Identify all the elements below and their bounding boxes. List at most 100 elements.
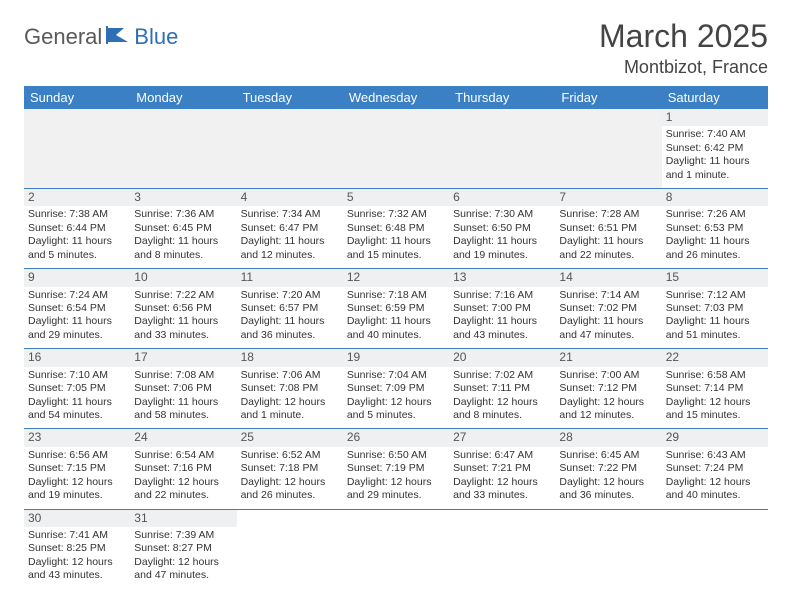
daylight-text: Daylight: 12 hours and 22 minutes. <box>134 476 232 503</box>
calendar-day-cell <box>237 509 343 589</box>
daylight-text: Daylight: 11 hours and 15 minutes. <box>347 235 445 262</box>
day-number: 15 <box>662 269 768 286</box>
weekday-header: Wednesday <box>343 86 449 109</box>
calendar-day-cell <box>555 109 661 189</box>
sunset-text: Sunset: 7:16 PM <box>134 462 232 475</box>
sunrise-text: Sunrise: 6:52 AM <box>241 449 339 462</box>
sunrise-text: Sunrise: 6:50 AM <box>347 449 445 462</box>
daylight-text: Daylight: 12 hours and 12 minutes. <box>559 396 657 423</box>
month-title: March 2025 <box>599 18 768 55</box>
calendar-day-cell: 30Sunrise: 7:41 AMSunset: 8:25 PMDayligh… <box>24 509 130 589</box>
calendar-day-cell: 26Sunrise: 6:50 AMSunset: 7:19 PMDayligh… <box>343 429 449 509</box>
logo: General Blue <box>24 24 178 50</box>
sunset-text: Sunset: 6:48 PM <box>347 222 445 235</box>
sunrise-text: Sunrise: 7:12 AM <box>666 289 764 302</box>
sunrise-text: Sunrise: 6:58 AM <box>666 369 764 382</box>
day-number: 7 <box>555 189 661 206</box>
sunrise-text: Sunrise: 7:22 AM <box>134 289 232 302</box>
calendar-day-cell: 31Sunrise: 7:39 AMSunset: 8:27 PMDayligh… <box>130 509 236 589</box>
calendar-day-cell <box>343 509 449 589</box>
daylight-text: Daylight: 11 hours and 36 minutes. <box>241 315 339 342</box>
sunrise-text: Sunrise: 6:43 AM <box>666 449 764 462</box>
calendar-day-cell <box>555 509 661 589</box>
daylight-text: Daylight: 11 hours and 22 minutes. <box>559 235 657 262</box>
day-number: 17 <box>130 349 236 366</box>
daylight-text: Daylight: 11 hours and 29 minutes. <box>28 315 126 342</box>
daylight-text: Daylight: 11 hours and 47 minutes. <box>559 315 657 342</box>
weekday-header-row: Sunday Monday Tuesday Wednesday Thursday… <box>24 86 768 109</box>
daylight-text: Daylight: 11 hours and 8 minutes. <box>134 235 232 262</box>
day-number: 27 <box>449 429 555 446</box>
sunrise-text: Sunrise: 7:02 AM <box>453 369 551 382</box>
daylight-text: Daylight: 11 hours and 26 minutes. <box>666 235 764 262</box>
calendar-day-cell: 8Sunrise: 7:26 AMSunset: 6:53 PMDaylight… <box>662 189 768 269</box>
sunrise-text: Sunrise: 7:08 AM <box>134 369 232 382</box>
day-number: 12 <box>343 269 449 286</box>
daylight-text: Daylight: 11 hours and 51 minutes. <box>666 315 764 342</box>
calendar-day-cell: 22Sunrise: 6:58 AMSunset: 7:14 PMDayligh… <box>662 349 768 429</box>
sunset-text: Sunset: 6:51 PM <box>559 222 657 235</box>
sunrise-text: Sunrise: 7:04 AM <box>347 369 445 382</box>
daylight-text: Daylight: 12 hours and 5 minutes. <box>347 396 445 423</box>
calendar-day-cell: 17Sunrise: 7:08 AMSunset: 7:06 PMDayligh… <box>130 349 236 429</box>
calendar-day-cell: 9Sunrise: 7:24 AMSunset: 6:54 PMDaylight… <box>24 269 130 349</box>
sunset-text: Sunset: 6:53 PM <box>666 222 764 235</box>
sunset-text: Sunset: 6:47 PM <box>241 222 339 235</box>
calendar-day-cell: 19Sunrise: 7:04 AMSunset: 7:09 PMDayligh… <box>343 349 449 429</box>
sunrise-text: Sunrise: 7:40 AM <box>666 128 764 141</box>
sunset-text: Sunset: 7:06 PM <box>134 382 232 395</box>
sunrise-text: Sunrise: 7:39 AM <box>134 529 232 542</box>
sunset-text: Sunset: 7:14 PM <box>666 382 764 395</box>
day-number: 23 <box>24 429 130 446</box>
weekday-header: Sunday <box>24 86 130 109</box>
daylight-text: Daylight: 12 hours and 8 minutes. <box>453 396 551 423</box>
calendar-day-cell <box>449 509 555 589</box>
sunrise-text: Sunrise: 7:00 AM <box>559 369 657 382</box>
sunset-text: Sunset: 7:15 PM <box>28 462 126 475</box>
calendar-day-cell: 28Sunrise: 6:45 AMSunset: 7:22 PMDayligh… <box>555 429 661 509</box>
day-number: 4 <box>237 189 343 206</box>
day-number: 13 <box>449 269 555 286</box>
sunset-text: Sunset: 7:09 PM <box>347 382 445 395</box>
sunrise-text: Sunrise: 7:41 AM <box>28 529 126 542</box>
day-number: 18 <box>237 349 343 366</box>
sunset-text: Sunset: 7:22 PM <box>559 462 657 475</box>
calendar-week-row: 1Sunrise: 7:40 AMSunset: 6:42 PMDaylight… <box>24 109 768 189</box>
calendar-day-cell: 13Sunrise: 7:16 AMSunset: 7:00 PMDayligh… <box>449 269 555 349</box>
calendar-day-cell <box>343 109 449 189</box>
weekday-header: Tuesday <box>237 86 343 109</box>
sunrise-text: Sunrise: 7:30 AM <box>453 208 551 221</box>
sunset-text: Sunset: 6:57 PM <box>241 302 339 315</box>
day-number: 20 <box>449 349 555 366</box>
sunrise-text: Sunrise: 6:54 AM <box>134 449 232 462</box>
calendar-day-cell <box>449 109 555 189</box>
calendar-day-cell: 2Sunrise: 7:38 AMSunset: 6:44 PMDaylight… <box>24 189 130 269</box>
calendar-day-cell: 12Sunrise: 7:18 AMSunset: 6:59 PMDayligh… <box>343 269 449 349</box>
sunrise-text: Sunrise: 7:18 AM <box>347 289 445 302</box>
daylight-text: Daylight: 12 hours and 43 minutes. <box>28 556 126 583</box>
logo-flag-icon <box>106 26 132 49</box>
sunrise-text: Sunrise: 7:06 AM <box>241 369 339 382</box>
day-number: 2 <box>24 189 130 206</box>
daylight-text: Daylight: 11 hours and 1 minute. <box>666 155 764 182</box>
weekday-header: Saturday <box>662 86 768 109</box>
sunrise-text: Sunrise: 7:28 AM <box>559 208 657 221</box>
daylight-text: Daylight: 11 hours and 43 minutes. <box>453 315 551 342</box>
sunset-text: Sunset: 7:24 PM <box>666 462 764 475</box>
daylight-text: Daylight: 12 hours and 47 minutes. <box>134 556 232 583</box>
day-number: 29 <box>662 429 768 446</box>
day-number: 16 <box>24 349 130 366</box>
calendar-day-cell: 7 Sunrise: 7:28 AMSunset: 6:51 PMDaylight… <box>555 189 661 269</box>
daylight-text: Daylight: 12 hours and 1 minute. <box>241 396 339 423</box>
day-number: 30 <box>24 510 130 527</box>
sunset-text: Sunset: 7:02 PM <box>559 302 657 315</box>
daylight-text: Daylight: 12 hours and 36 minutes. <box>559 476 657 503</box>
day-number: 3 <box>130 189 236 206</box>
sunrise-text: Sunrise: 7:32 AM <box>347 208 445 221</box>
day-number: 25 <box>237 429 343 446</box>
sunset-text: Sunset: 7:21 PM <box>453 462 551 475</box>
calendar-day-cell: 10Sunrise: 7:22 AMSunset: 6:56 PMDayligh… <box>130 269 236 349</box>
calendar-day-cell: 3Sunrise: 7:36 AMSunset: 6:45 PMDaylight… <box>130 189 236 269</box>
header: General Blue March 2025 Montbizot, Franc… <box>24 18 768 78</box>
daylight-text: Daylight: 11 hours and 19 minutes. <box>453 235 551 262</box>
